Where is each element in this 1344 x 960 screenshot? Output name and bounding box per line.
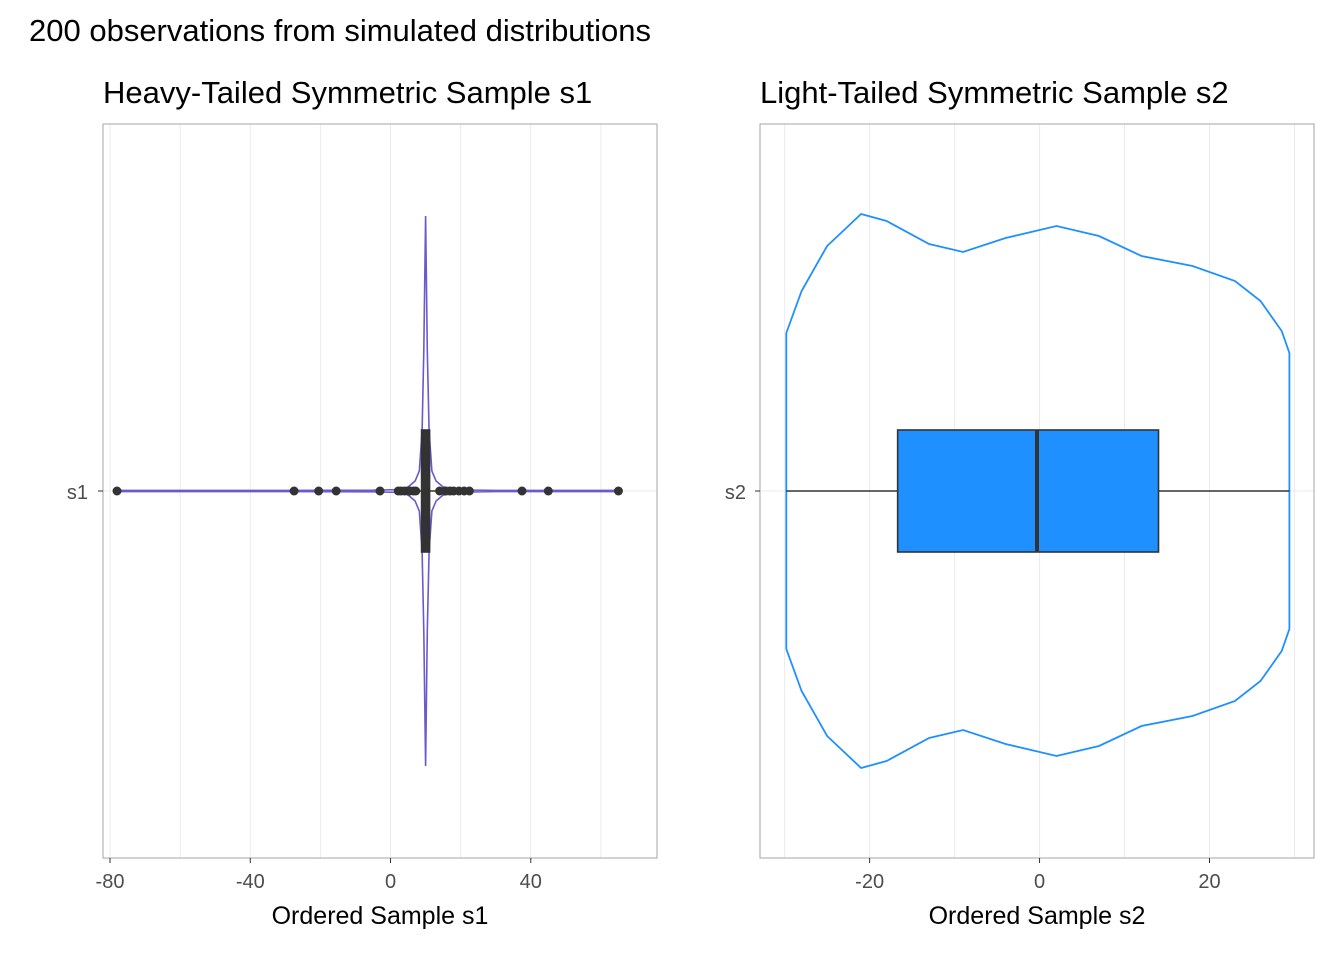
panel-heavy-tailed: Heavy-Tailed Symmetric Sample s1 s1 -80-… xyxy=(67,75,658,930)
boxplot xyxy=(786,429,1290,553)
x-tick-label: 0 xyxy=(385,871,396,893)
panel-title: Heavy-Tailed Symmetric Sample s1 xyxy=(103,75,592,110)
x-tick-label: 20 xyxy=(1198,871,1220,893)
outlier-point xyxy=(464,486,474,496)
outlier-point xyxy=(314,486,324,496)
x-axis-ticks: -80 -40 0 40 xyxy=(96,490,542,893)
outlier-points xyxy=(112,486,623,496)
x-tick-label: -40 xyxy=(236,871,265,893)
outlier-point xyxy=(543,486,553,496)
x-axis-title: Ordered Sample s1 xyxy=(272,902,489,930)
panel-light-tailed: Light-Tailed Symmetric Sample s2 s2 -20 0… xyxy=(725,75,1315,930)
x-tick-label: 0 xyxy=(1034,871,1045,893)
outlier-point xyxy=(331,486,341,496)
x-tick-label: -80 xyxy=(96,871,125,893)
y-tick-label: s2 xyxy=(725,482,746,504)
outlier-point xyxy=(613,486,623,496)
outlier-point xyxy=(517,486,527,496)
figure-title: 200 observations from simulated distribu… xyxy=(29,13,651,48)
x-tick-label: 40 xyxy=(520,871,542,893)
outlier-point xyxy=(375,486,385,496)
outlier-point xyxy=(112,486,122,496)
x-tick-label: -20 xyxy=(855,871,884,893)
x-axis-title: Ordered Sample s2 xyxy=(929,902,1146,930)
x-axis-ticks: -20 0 20 xyxy=(755,490,1221,893)
violin-outline xyxy=(785,212,1291,770)
box xyxy=(896,429,1160,553)
panel-title: Light-Tailed Symmetric Sample s2 xyxy=(760,75,1229,110)
outlier-point xyxy=(411,486,421,496)
y-tick-label: s1 xyxy=(67,482,88,504)
outlier-point xyxy=(289,486,299,496)
